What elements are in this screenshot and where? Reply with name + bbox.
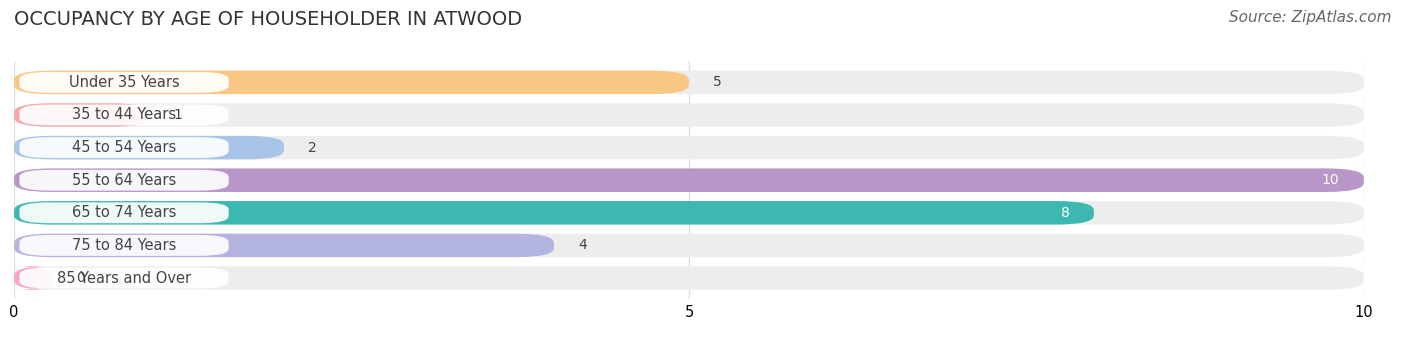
Text: OCCUPANCY BY AGE OF HOUSEHOLDER IN ATWOOD: OCCUPANCY BY AGE OF HOUSEHOLDER IN ATWOO… (14, 10, 522, 29)
FancyBboxPatch shape (14, 168, 1364, 192)
FancyBboxPatch shape (20, 202, 229, 223)
Text: 75 to 84 Years: 75 to 84 Years (72, 238, 176, 253)
FancyBboxPatch shape (14, 201, 1364, 224)
FancyBboxPatch shape (20, 105, 229, 125)
Text: Source: ZipAtlas.com: Source: ZipAtlas.com (1229, 10, 1392, 25)
FancyBboxPatch shape (14, 71, 1364, 94)
FancyBboxPatch shape (14, 103, 149, 127)
Text: 1: 1 (173, 108, 183, 122)
FancyBboxPatch shape (14, 136, 1364, 159)
FancyBboxPatch shape (14, 103, 1364, 127)
FancyBboxPatch shape (20, 235, 229, 256)
Text: 8: 8 (1060, 206, 1070, 220)
Text: Under 35 Years: Under 35 Years (69, 75, 180, 90)
Text: 4: 4 (578, 238, 588, 252)
FancyBboxPatch shape (14, 234, 554, 257)
Text: 85 Years and Over: 85 Years and Over (58, 271, 191, 286)
Text: 5: 5 (713, 75, 723, 89)
Text: 45 to 54 Years: 45 to 54 Years (72, 140, 176, 155)
FancyBboxPatch shape (20, 137, 229, 158)
FancyBboxPatch shape (20, 72, 229, 93)
FancyBboxPatch shape (14, 168, 1364, 192)
FancyBboxPatch shape (14, 234, 1364, 257)
Text: 10: 10 (1322, 173, 1340, 187)
FancyBboxPatch shape (20, 170, 229, 191)
Text: 55 to 64 Years: 55 to 64 Years (72, 173, 176, 188)
FancyBboxPatch shape (20, 268, 229, 288)
Text: 0: 0 (76, 271, 84, 285)
FancyBboxPatch shape (14, 71, 689, 94)
FancyBboxPatch shape (14, 201, 1094, 224)
FancyBboxPatch shape (14, 266, 52, 290)
FancyBboxPatch shape (14, 136, 284, 159)
FancyBboxPatch shape (14, 266, 1364, 290)
Text: 2: 2 (308, 141, 318, 155)
Text: 65 to 74 Years: 65 to 74 Years (72, 205, 176, 220)
Text: 35 to 44 Years: 35 to 44 Years (72, 107, 176, 122)
